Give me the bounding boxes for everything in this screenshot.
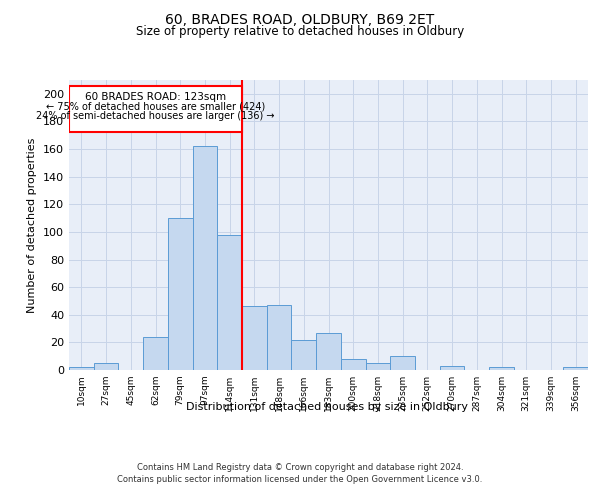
Text: Size of property relative to detached houses in Oldbury: Size of property relative to detached ho… xyxy=(136,25,464,38)
Bar xyxy=(193,146,217,370)
FancyBboxPatch shape xyxy=(69,86,242,132)
Text: Distribution of detached houses by size in Oldbury: Distribution of detached houses by size … xyxy=(186,402,468,412)
Bar xyxy=(365,363,390,370)
Bar xyxy=(390,356,415,370)
Text: 60 BRADES ROAD: 123sqm: 60 BRADES ROAD: 123sqm xyxy=(85,92,226,102)
Bar xyxy=(440,366,464,370)
Bar xyxy=(242,306,267,370)
Bar xyxy=(563,367,588,370)
Bar xyxy=(168,218,193,370)
Text: 24% of semi-detached houses are larger (136) →: 24% of semi-detached houses are larger (… xyxy=(36,111,275,121)
Text: Contains HM Land Registry data © Crown copyright and database right 2024.: Contains HM Land Registry data © Crown c… xyxy=(137,462,463,471)
Bar xyxy=(217,234,242,370)
Text: 60, BRADES ROAD, OLDBURY, B69 2ET: 60, BRADES ROAD, OLDBURY, B69 2ET xyxy=(166,12,434,26)
Bar xyxy=(143,337,168,370)
Bar xyxy=(292,340,316,370)
Y-axis label: Number of detached properties: Number of detached properties xyxy=(28,138,37,312)
Text: ← 75% of detached houses are smaller (424): ← 75% of detached houses are smaller (42… xyxy=(46,101,265,111)
Text: Contains public sector information licensed under the Open Government Licence v3: Contains public sector information licen… xyxy=(118,475,482,484)
Bar xyxy=(267,305,292,370)
Bar xyxy=(341,359,365,370)
Bar xyxy=(316,332,341,370)
Bar xyxy=(94,363,118,370)
Bar xyxy=(69,367,94,370)
Bar xyxy=(489,367,514,370)
